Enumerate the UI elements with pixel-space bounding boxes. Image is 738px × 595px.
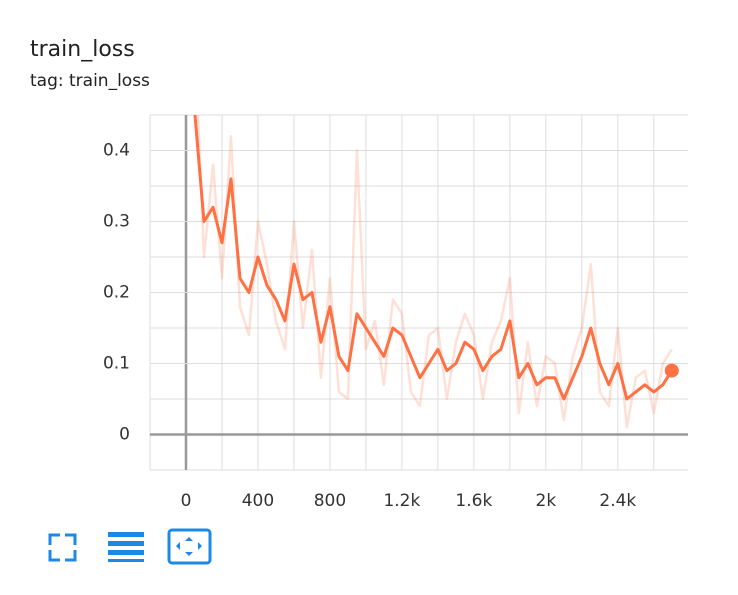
zoom-arrows [176,537,202,556]
y-tick-label: 0.4 [103,141,130,161]
x-tick-label: 400 [242,491,274,511]
toggle-log-button[interactable] [108,532,144,562]
last-point-dot [664,363,679,378]
x-tick-label: 1.2k [383,491,420,511]
series-group [193,115,674,429]
menu-bar [108,541,144,546]
x-tick-label: 0 [181,491,192,511]
chart-subtitle: tag: train_loss [30,71,150,91]
plot-area: 0 400 800 1.2k 1.6k 2k 2.4k 0 0.1 0.2 0.3 0.4 [103,114,688,511]
menu-bar [108,559,144,562]
y-tick-label: 0.3 [103,212,130,232]
fit-icon [48,533,77,562]
x-tick-label: 1.6k [455,491,492,511]
zoom-frame [167,528,212,565]
fit-domain-button[interactable] [48,533,77,562]
chart-title: train_loss [30,37,135,62]
x-tick-label: 800 [314,491,346,511]
x-tick-label: 2.4k [599,491,636,511]
menu-bar [108,532,144,537]
y-tick-label: 0.1 [103,354,130,374]
x-tick-label: 2k [536,491,557,511]
y-tick-label: 0.2 [103,283,130,303]
series-line [196,115,673,429]
y-tick-label: 0 [119,425,130,445]
series-line [193,115,674,401]
reset-zoom-button[interactable] [167,528,212,565]
menu-bar [108,550,144,555]
